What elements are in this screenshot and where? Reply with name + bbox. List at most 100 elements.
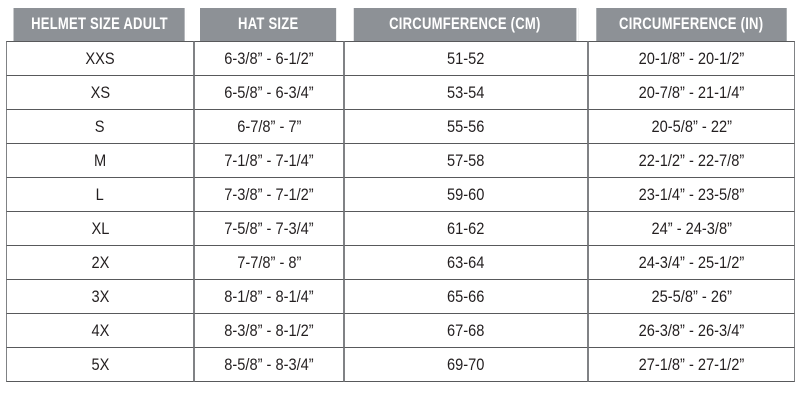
cell-label: 6-3/8” - 6-1/2”: [224, 49, 314, 68]
cell-helmet_size_adult: M: [6, 144, 194, 178]
cell-circumference_in: 27-1/8” - 27-1/2”: [588, 348, 795, 382]
cell-hat_size: 8-1/8” - 8-1/4”: [194, 280, 344, 314]
cell-circumference_in: 20-5/8” - 22”: [588, 110, 795, 144]
cell-circumference_cm: 53-54: [344, 76, 588, 110]
cell-hat_size: 6-5/8” - 6-3/4”: [194, 76, 344, 110]
table-row: L 7-3/8” - 7-1/2” 59-60 23-1/4” - 23-5/8”: [6, 178, 795, 212]
table-row: S 6-7/8” - 7” 55-56 20-5/8” - 22”: [6, 110, 795, 144]
cell-label: 8-1/8” - 8-1/4”: [224, 287, 314, 306]
cell-circumference_in: 20-7/8” - 21-1/4”: [588, 76, 795, 110]
cell-label: 26-3/8” - 26-3/4”: [638, 321, 745, 340]
cell-label: 8-5/8” - 8-3/4”: [224, 355, 314, 374]
cell-label: XS: [90, 83, 110, 102]
cell-circumference_cm: 57-58: [344, 144, 588, 178]
table-row: 2X 7-7/8” - 8” 63-64 24-3/4” - 25-1/2”: [6, 246, 795, 280]
cell-circumference_cm: 63-64: [344, 246, 588, 280]
cell-label: 57-58: [447, 151, 485, 170]
column-header-label: CIRCUMFERENCE (CM): [389, 15, 541, 33]
cell-label: 5X: [91, 355, 109, 374]
cell-helmet_size_adult: XS: [6, 76, 194, 110]
cell-circumference_in: 23-1/4” - 23-5/8”: [588, 178, 795, 212]
cell-label: S: [95, 117, 105, 136]
cell-label: 67-68: [447, 321, 485, 340]
cell-circumference_in: 26-3/8” - 26-3/4”: [588, 314, 795, 348]
cell-label: 20-1/8” - 20-1/2”: [638, 49, 745, 68]
table-row: 4X 8-3/8” - 8-1/2” 67-68 26-3/8” - 26-3/4”: [6, 314, 795, 348]
column-header-hat-size: HAT SIZE: [200, 8, 338, 41]
cell-circumference_in: 25-5/8” - 26”: [588, 280, 795, 314]
cell-helmet_size_adult: L: [6, 178, 194, 212]
column-header-label: CIRCUMFERENCE (IN): [619, 15, 764, 33]
cell-label: XXS: [85, 49, 115, 68]
cell-helmet_size_adult: XXS: [6, 41, 194, 76]
cell-hat_size: 8-5/8” - 8-3/4”: [194, 348, 344, 382]
cell-helmet_size_adult: S: [6, 110, 194, 144]
cell-circumference_cm: 55-56: [344, 110, 588, 144]
table-header: HELMET SIZE ADULT HAT SIZE CIRCUMFERENCE…: [6, 8, 795, 41]
cell-label: 69-70: [447, 355, 485, 374]
cell-circumference_cm: 51-52: [344, 41, 588, 76]
table-row: M 7-1/8” - 7-1/4” 57-58 22-1/2” - 22-7/8”: [6, 144, 795, 178]
cell-circumference_in: 20-1/8” - 20-1/2”: [588, 41, 795, 76]
cell-label: 53-54: [447, 83, 485, 102]
cell-label: 27-1/8” - 27-1/2”: [638, 355, 745, 374]
cell-label: 23-1/4” - 23-5/8”: [638, 185, 745, 204]
column-header-label: HELMET SIZE ADULT: [30, 15, 168, 33]
cell-label: 25-5/8” - 26”: [651, 287, 732, 306]
table-row: 5X 8-5/8” - 8-3/4” 69-70 27-1/8” - 27-1/2”: [6, 348, 795, 382]
table-body: XXS 6-3/8” - 6-1/2” 51-52 20-1/8” - 20-1/2”…: [6, 41, 795, 382]
cell-hat_size: 6-7/8” - 7”: [194, 110, 344, 144]
table-row: XS 6-5/8” - 6-3/4” 53-54 20-7/8” - 21-1/4”: [6, 76, 795, 110]
cell-circumference_in: 24” - 24-3/8”: [588, 212, 795, 246]
cell-circumference_in: 22-1/2” - 22-7/8”: [588, 144, 795, 178]
cell-label: 7-1/8” - 7-1/4”: [224, 151, 314, 170]
cell-label: XL: [91, 219, 109, 238]
cell-label: 3X: [91, 287, 109, 306]
cell-hat_size: 8-3/8” - 8-1/2”: [194, 314, 344, 348]
helmet-size-chart-table: HELMET SIZE ADULT HAT SIZE CIRCUMFERENCE…: [6, 8, 795, 382]
cell-label: 63-64: [447, 253, 485, 272]
cell-label: 7-5/8” - 7-3/4”: [224, 219, 314, 238]
cell-label: 24-3/4” - 25-1/2”: [638, 253, 745, 272]
cell-helmet_size_adult: 3X: [6, 280, 194, 314]
cell-label: 7-3/8” - 7-1/2”: [224, 185, 314, 204]
cell-circumference_cm: 65-66: [344, 280, 588, 314]
cell-circumference_cm: 67-68: [344, 314, 588, 348]
cell-circumference_cm: 69-70: [344, 348, 588, 382]
cell-hat_size: 7-7/8” - 8”: [194, 246, 344, 280]
cell-helmet_size_adult: 2X: [6, 246, 194, 280]
cell-circumference_in: 24-3/4” - 25-1/2”: [588, 246, 795, 280]
cell-label: 20-7/8” - 21-1/4”: [638, 83, 745, 102]
cell-label: 24” - 24-3/8”: [651, 219, 732, 238]
cell-circumference_cm: 61-62: [344, 212, 588, 246]
cell-label: 61-62: [447, 219, 485, 238]
cell-label: 6-7/8” - 7”: [236, 117, 302, 136]
cell-label: 51-52: [447, 49, 485, 68]
cell-label: 65-66: [447, 287, 485, 306]
cell-label: 8-3/8” - 8-1/2”: [224, 321, 314, 340]
column-header-label: HAT SIZE: [237, 15, 299, 33]
cell-label: 6-5/8” - 6-3/4”: [224, 83, 314, 102]
cell-helmet_size_adult: XL: [6, 212, 194, 246]
column-header-circumference-cm: CIRCUMFERENCE (CM): [353, 8, 579, 41]
table-row: XXS 6-3/8” - 6-1/2” 51-52 20-1/8” - 20-1/2”: [6, 41, 795, 76]
cell-helmet_size_adult: 5X: [6, 348, 194, 382]
cell-hat_size: 6-3/8” - 6-1/2”: [194, 41, 344, 76]
cell-label: 59-60: [447, 185, 485, 204]
cell-hat_size: 7-5/8” - 7-3/4”: [194, 212, 344, 246]
header-row: HELMET SIZE ADULT HAT SIZE CIRCUMFERENCE…: [6, 8, 795, 41]
cell-label: 20-5/8” - 22”: [651, 117, 732, 136]
cell-label: 2X: [91, 253, 109, 272]
cell-circumference_cm: 59-60: [344, 178, 588, 212]
cell-label: 7-7/8” - 8”: [236, 253, 302, 272]
table-row: XL 7-5/8” - 7-3/4” 61-62 24” - 24-3/8”: [6, 212, 795, 246]
cell-label: 22-1/2” - 22-7/8”: [638, 151, 745, 170]
cell-label: 4X: [91, 321, 109, 340]
column-header-helmet-size-adult: HELMET SIZE ADULT: [13, 8, 187, 41]
cell-label: 55-56: [447, 117, 485, 136]
table-row: 3X 8-1/8” - 8-1/4” 65-66 25-5/8” - 26”: [6, 280, 795, 314]
cell-hat_size: 7-3/8” - 7-1/2”: [194, 178, 344, 212]
cell-label: L: [95, 185, 105, 204]
column-header-circumference-in: CIRCUMFERENCE (IN): [596, 8, 787, 41]
